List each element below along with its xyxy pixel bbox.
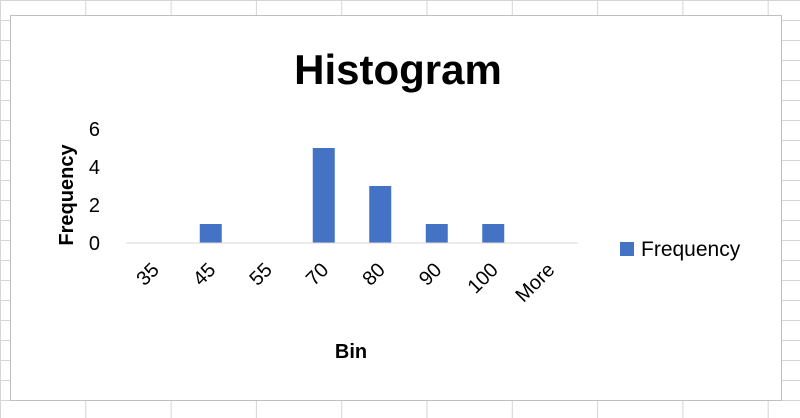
y-axis-ticks: 0 2 4 6 bbox=[89, 119, 100, 255]
x-tick-label: 100 bbox=[464, 259, 503, 298]
chart-title: Histogram bbox=[294, 46, 502, 93]
legend: Frequency bbox=[620, 238, 741, 261]
x-tick-label: 35 bbox=[132, 259, 163, 290]
legend-label: Frequency bbox=[641, 238, 741, 261]
bar-70 bbox=[312, 148, 335, 243]
x-tick-label: 45 bbox=[189, 259, 220, 290]
y-axis-title: Frequency bbox=[56, 144, 78, 246]
bar-45 bbox=[199, 224, 222, 243]
y-tick-label: 2 bbox=[89, 195, 100, 217]
y-tick-label: 4 bbox=[89, 157, 100, 179]
bar-90 bbox=[425, 224, 448, 243]
bars bbox=[199, 148, 505, 243]
x-tick-label: 90 bbox=[415, 259, 446, 290]
x-tick-label: 70 bbox=[302, 259, 333, 290]
y-tick-label: 6 bbox=[89, 119, 100, 141]
bar-80 bbox=[369, 186, 392, 243]
x-tick-label: More bbox=[512, 259, 560, 307]
x-tick-label: 80 bbox=[358, 259, 389, 290]
x-tick-label: 55 bbox=[245, 259, 276, 290]
y-tick-label: 0 bbox=[89, 233, 100, 255]
chart-area[interactable] bbox=[10, 15, 782, 401]
x-axis-title: Bin bbox=[335, 341, 367, 363]
x-axis-ticks: 35 45 55 70 80 90 100 More bbox=[132, 259, 559, 307]
legend-swatch bbox=[620, 242, 634, 256]
bar-100 bbox=[482, 224, 505, 243]
